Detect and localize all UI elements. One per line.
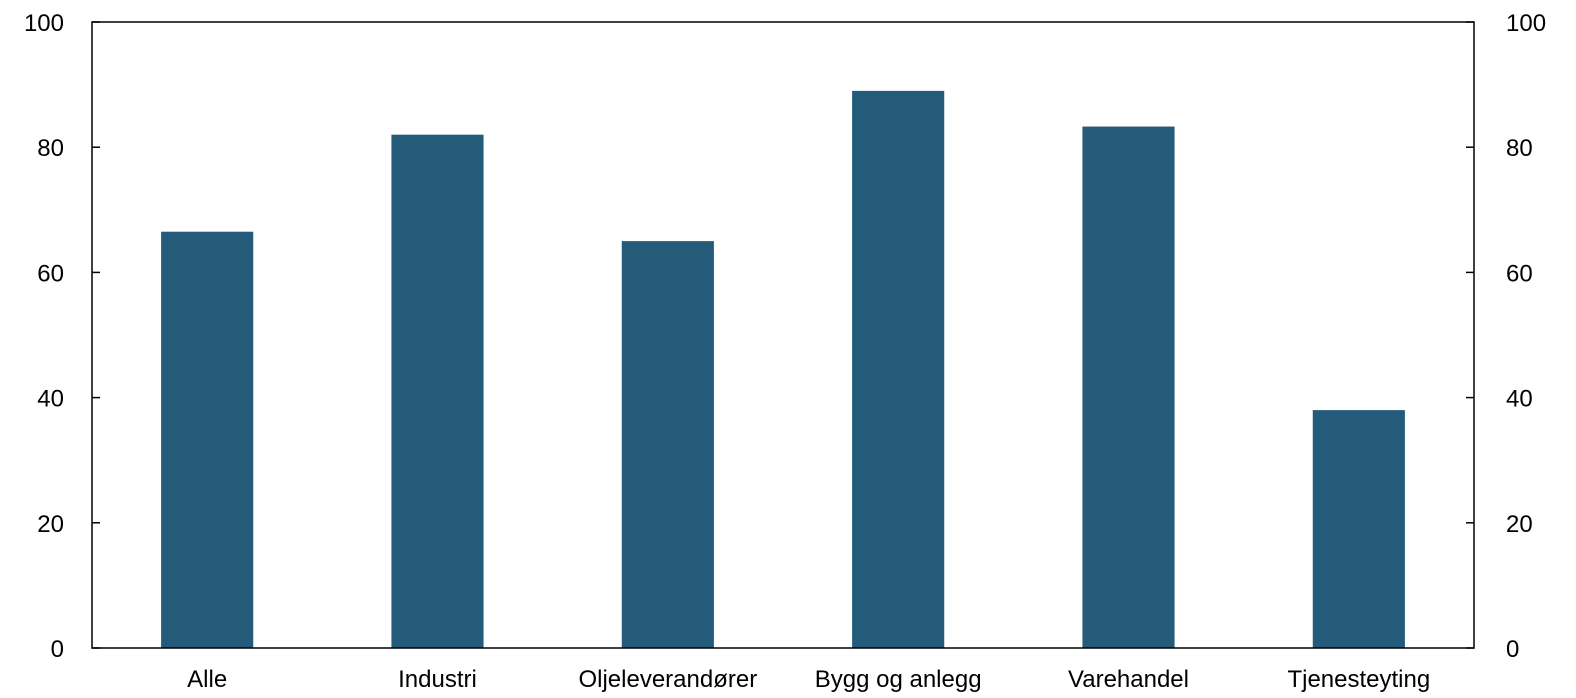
- left-y-tick-label: 20: [37, 511, 64, 538]
- right-y-tick-label: 80: [1506, 135, 1533, 162]
- right-y-tick-label: 0: [1506, 636, 1519, 663]
- right-y-tick-label: 40: [1506, 386, 1533, 413]
- bar-5: [1312, 410, 1405, 648]
- x-category-label: Alle: [187, 666, 227, 693]
- left-y-axis: 0 20 40 60 80 100: [24, 10, 100, 663]
- x-category-label: Tjenesteyting: [1287, 666, 1430, 693]
- left-y-tick-label: 0: [51, 636, 64, 663]
- plot-frame: [91, 21, 1475, 649]
- x-category-label: Industri: [398, 666, 477, 693]
- left-y-tick-label: 60: [37, 260, 64, 287]
- bar-1: [391, 134, 484, 648]
- left-y-tick-label: 100: [24, 10, 64, 37]
- left-y-tick-label: 80: [37, 135, 64, 162]
- right-y-tick-label: 20: [1506, 511, 1533, 538]
- x-axis: Alle Industri Oljeleverandører Bygg og anle…: [187, 666, 1430, 693]
- x-category-label: Bygg og anlegg: [815, 666, 982, 693]
- bar-2: [621, 241, 714, 648]
- bar-3: [852, 90, 945, 649]
- bar-0: [161, 231, 254, 648]
- x-category-label: Varehandel: [1068, 666, 1189, 693]
- bar-4: [1082, 126, 1175, 649]
- x-category-label: Oljeleverandører: [578, 666, 757, 693]
- right-y-axis: 0 20 40 60 80 100: [1466, 10, 1546, 663]
- bars-group: [161, 90, 1405, 649]
- left-y-tick-label: 40: [37, 386, 64, 413]
- right-y-tick-label: 100: [1506, 10, 1546, 37]
- right-y-tick-label: 60: [1506, 260, 1533, 287]
